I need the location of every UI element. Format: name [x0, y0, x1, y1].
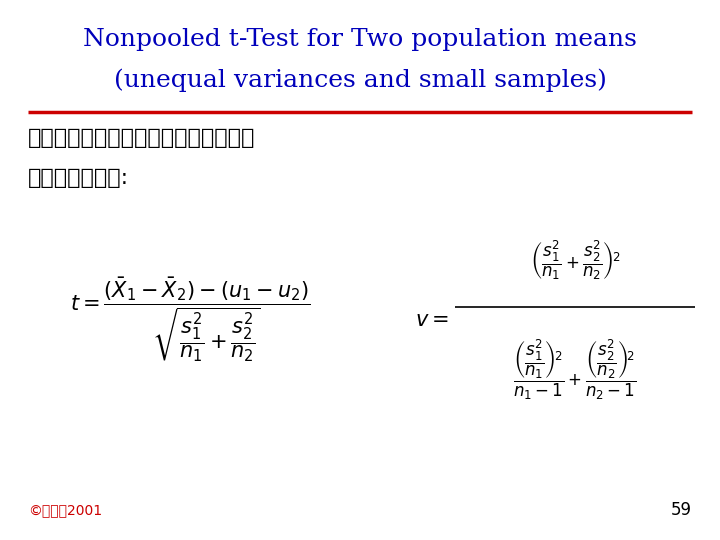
Text: (unequal variances and small samples): (unequal variances and small samples) [114, 68, 606, 92]
Text: 如果兩母體的變異數為未知且不同，且: 如果兩母體的變異數為未知且不同，且 [28, 128, 256, 148]
Text: Nonpooled t-Test for Two population means: Nonpooled t-Test for Two population mean… [83, 28, 637, 51]
Text: 59: 59 [671, 501, 692, 519]
Text: $\dfrac{\left(\dfrac{s_1^2}{n_1}\right)^{\!2}}{n_1-1}+\dfrac{\left(\dfrac{s_2^2}: $\dfrac{\left(\dfrac{s_1^2}{n_1}\right)^… [513, 338, 636, 402]
Text: $\left(\dfrac{s_1^2}{n_1} + \dfrac{s_2^2}{n_2}\right)^{\!2}$: $\left(\dfrac{s_1^2}{n_1} + \dfrac{s_2^2… [530, 238, 621, 282]
Text: $t = \dfrac{(\bar{X}_1 - \bar{X}_2) - (u_1 - u_2)}{\sqrt{\dfrac{s_1^2}{n_1} + \d: $t = \dfrac{(\bar{X}_1 - \bar{X}_2) - (u… [70, 276, 310, 364]
Text: $v = $: $v = $ [415, 310, 449, 330]
Text: 樣本數很小，則:: 樣本數很小，則: [28, 168, 129, 188]
Text: ©蘇國賢2001: ©蘇國賢2001 [28, 503, 102, 517]
